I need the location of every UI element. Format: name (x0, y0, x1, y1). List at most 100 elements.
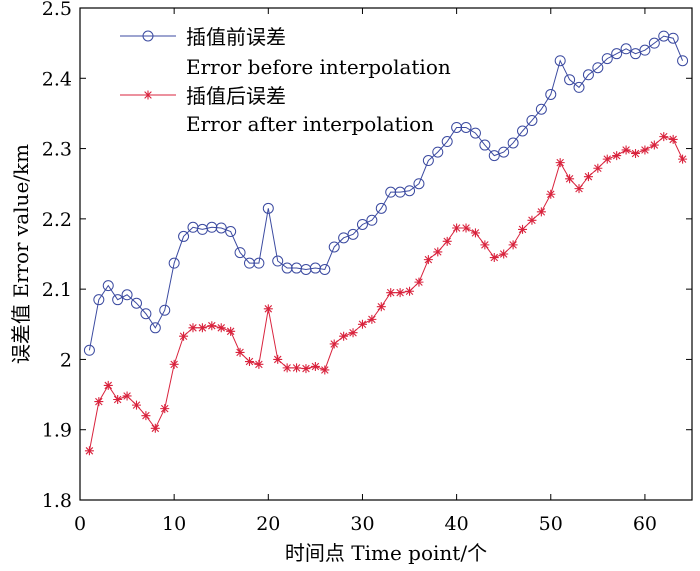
data-point (207, 321, 217, 331)
data-point (469, 127, 481, 139)
data-point (273, 354, 283, 364)
data-point (507, 137, 519, 149)
data-point (140, 308, 152, 320)
data-point (94, 397, 104, 407)
data-point (583, 172, 593, 182)
data-point (621, 145, 631, 155)
data-point (272, 255, 284, 267)
data-point (554, 55, 566, 67)
data-point (168, 257, 180, 269)
data-point (235, 347, 245, 357)
data-point (131, 400, 141, 410)
data-point (414, 277, 424, 287)
legend-marker-circle (142, 30, 154, 42)
data-point (215, 222, 227, 234)
data-point (639, 44, 651, 56)
data-point (423, 255, 433, 265)
y-tick-label: 2 (60, 349, 72, 371)
data-point (159, 304, 171, 316)
data-point (461, 223, 471, 233)
data-point (292, 363, 302, 373)
data-point (262, 202, 274, 214)
y-tick-label: 1.8 (42, 490, 72, 512)
x-tick-label: 30 (350, 513, 374, 535)
data-point (150, 423, 160, 433)
y-tick-label: 1.9 (42, 420, 72, 442)
data-point (225, 226, 237, 238)
data-point (489, 253, 499, 263)
data-point (546, 189, 556, 199)
data-point (470, 228, 480, 238)
data-point (404, 185, 416, 197)
data-point (405, 286, 415, 296)
legend-label-after-zh: 插值后误差 (186, 84, 286, 108)
data-point (367, 314, 377, 324)
series-line (88, 35, 684, 351)
data-point (149, 322, 161, 334)
data-point (508, 240, 518, 250)
data-point (555, 158, 565, 168)
plot-area (79, 7, 693, 501)
data-point (422, 155, 434, 167)
series-after (84, 132, 688, 456)
data-point (668, 134, 678, 144)
data-point (206, 221, 218, 233)
data-point (253, 257, 265, 269)
data-point (179, 331, 189, 341)
data-point (413, 178, 425, 190)
data-point (113, 394, 123, 404)
legend-label-before-zh: 插值前误差 (186, 25, 286, 49)
data-point (348, 328, 358, 338)
x-tick-label: 40 (445, 513, 469, 535)
data-point (460, 121, 472, 133)
data-point (678, 154, 688, 164)
legend-label-after-en: Error after interpolation (186, 112, 434, 136)
data-point (226, 326, 236, 336)
legend-marker-star (143, 90, 153, 100)
data-point (339, 331, 349, 341)
data-point (329, 339, 339, 349)
y-tick-label: 2.2 (42, 209, 72, 231)
data-point (102, 280, 114, 292)
x-tick-label: 60 (633, 513, 657, 535)
data-point (518, 224, 528, 234)
x-tick-label: 10 (162, 513, 186, 535)
data-point (573, 81, 585, 93)
x-tick-label: 50 (539, 513, 563, 535)
y-tick-label: 2.5 (42, 0, 72, 20)
y-tick-label: 2.4 (42, 68, 72, 90)
data-point (375, 202, 387, 214)
data-point (432, 146, 444, 158)
data-point (93, 294, 105, 306)
data-point (301, 364, 311, 374)
data-point (480, 240, 490, 250)
data-point (376, 302, 386, 312)
data-point (536, 207, 546, 217)
data-point (282, 363, 292, 373)
data-point (310, 361, 320, 371)
x-axis-label: 时间点 Time point/个 (285, 541, 487, 565)
legend-label-before-en: Error before interpolation (186, 55, 451, 79)
data-point (451, 121, 463, 133)
data-point (178, 230, 190, 242)
data-point (601, 53, 613, 65)
data-point (479, 139, 491, 151)
data-point (338, 232, 350, 244)
data-point (197, 323, 207, 333)
x-tick-label: 20 (256, 513, 280, 535)
axes: 0 10 20 30 40 50 60 1.8 1.9 2 2.1 2.2 2.3 2.4 2.5 (42, 0, 692, 535)
data-point (160, 404, 170, 414)
data-point (593, 163, 603, 173)
series-layer (83, 30, 689, 456)
data-point (499, 249, 509, 259)
data-point (234, 247, 246, 259)
data-point (216, 323, 226, 333)
data-point (142, 30, 154, 42)
data-point (612, 151, 622, 161)
data-point (395, 288, 405, 298)
data-point (103, 380, 113, 390)
data-point (442, 236, 452, 246)
y-tick-label: 2.3 (42, 139, 72, 161)
data-point (83, 344, 95, 356)
